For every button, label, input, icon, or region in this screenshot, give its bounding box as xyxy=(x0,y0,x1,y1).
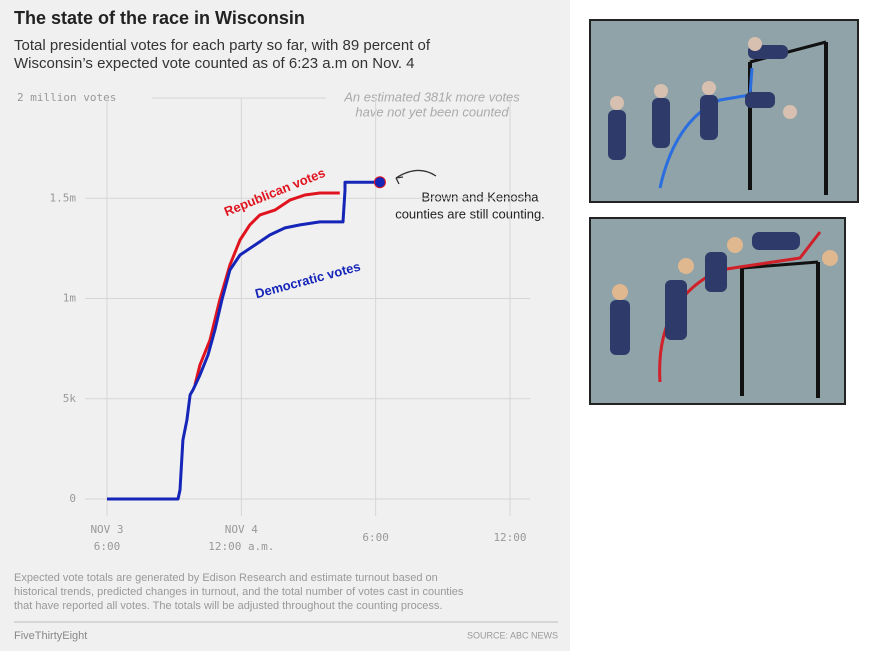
x-tick-label: 6:00 xyxy=(362,531,389,544)
y-tick-label: 1m xyxy=(63,292,77,305)
x-tick-label: 12:00 xyxy=(493,531,526,544)
cartoon-figures xyxy=(610,232,838,355)
chart-background xyxy=(0,0,570,651)
note: historical trends, predicted changes in … xyxy=(14,586,464,598)
note: that have reported all votes. The totals… xyxy=(14,600,442,612)
annotation: An estimated 381k more votes xyxy=(343,89,520,104)
x-tick-label: NOV 3 6:00 xyxy=(90,523,123,553)
cartoon-bar xyxy=(741,260,819,270)
annotation-arrow xyxy=(395,169,437,179)
end-dot xyxy=(373,176,386,189)
cartoon-panel xyxy=(589,19,859,203)
note: Expected vote totals are generated by Ed… xyxy=(14,572,438,584)
y-tick-label: 1.5m xyxy=(50,191,77,204)
cartoon-frame xyxy=(589,217,846,405)
annotation: have not yet been counted xyxy=(355,104,509,119)
y-tick-label: 2 million votes xyxy=(17,91,116,104)
x-tick-label: NOV 4 12:00 a.m. xyxy=(208,523,274,553)
chart-title: The state of the race in Wisconsin xyxy=(14,8,305,28)
annotation: counties are still counting. xyxy=(395,206,545,221)
chart-subtitle: Wisconsin’s expected vote counted as of … xyxy=(14,55,415,72)
series-line xyxy=(107,180,380,501)
source: SOURCE: ABC NEWS xyxy=(467,630,558,640)
cartoon-panel xyxy=(589,217,846,405)
y-tick-label: 5k xyxy=(63,392,77,405)
annotation: Brown and Kenosha xyxy=(421,189,539,204)
cartoon-arc xyxy=(658,67,754,189)
arrow-head xyxy=(395,176,404,185)
cartoon-frame xyxy=(589,19,859,203)
brand: FiveThirtyEight xyxy=(14,630,87,642)
chart-subtitle: Total presidential votes for each party … xyxy=(14,37,431,54)
y-tick-label: 0 xyxy=(69,492,76,505)
cartoon-figures xyxy=(608,37,797,160)
series-line xyxy=(193,191,340,386)
